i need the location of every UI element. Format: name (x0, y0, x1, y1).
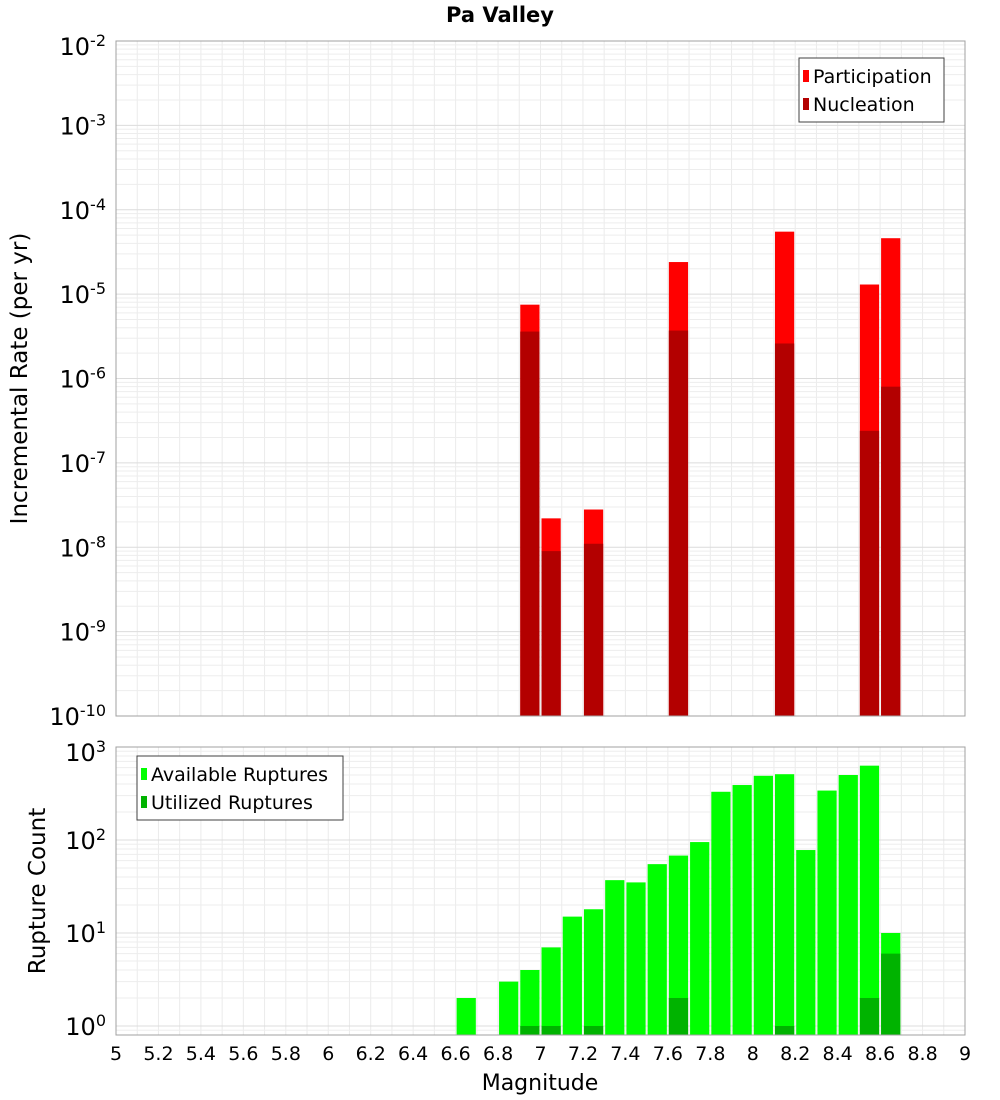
x-axis-label: Magnitude (482, 1071, 599, 1096)
bar (753, 775, 773, 1035)
bar (668, 997, 689, 1035)
bar (796, 850, 816, 1035)
bar (859, 997, 880, 1035)
x-tick-label: 5 (110, 1043, 122, 1065)
bar (605, 880, 625, 1035)
x-tick-label: 9 (959, 1043, 971, 1065)
x-tick-label: 6.6 (440, 1043, 470, 1065)
legend: Available Ruptures Utilized Ruptures (136, 755, 344, 821)
x-tick-label: 6.4 (398, 1043, 428, 1065)
bar (541, 947, 561, 1035)
plot-border (115, 746, 966, 1036)
legend-label: Utilized Ruptures (151, 792, 313, 814)
y-tick-label: 10-3 (60, 110, 107, 141)
x-tick-label: 6.2 (356, 1043, 386, 1065)
x-tick-label: 7.8 (695, 1043, 725, 1065)
bar (541, 1025, 561, 1035)
x-tick-label: 7.2 (568, 1043, 598, 1065)
bar (859, 765, 880, 1035)
x-tick-label: 7.6 (653, 1043, 683, 1065)
chart-title: Pa Valley (446, 3, 554, 27)
x-tick-label: 5.4 (186, 1043, 216, 1065)
x-tick-labels: 5 5.2 5.4 5.6 5.8 6 6.2 6.4 6.6 6.8 7 7.2 7.4 7.6 7.8 8… (110, 1043, 971, 1065)
x-tick-label: 5.6 (228, 1043, 258, 1065)
bar (690, 842, 710, 1035)
bar (774, 1025, 795, 1035)
x-tick-label: 5.8 (271, 1043, 301, 1065)
x-tick-label: 5.2 (143, 1043, 173, 1065)
y-axis-label: Rupture Count (25, 808, 51, 974)
bar (774, 774, 795, 1035)
bar (838, 774, 858, 1035)
x-tick-label: 8.8 (907, 1043, 937, 1065)
x-tick-label: 6 (322, 1043, 334, 1065)
bar (668, 330, 689, 716)
bar (668, 855, 689, 1035)
bar (520, 969, 540, 1035)
bar (520, 1025, 540, 1035)
x-tick-label: 6.8 (483, 1043, 513, 1065)
bar (817, 790, 837, 1035)
bar (541, 551, 561, 716)
legend-box (136, 755, 344, 821)
legend-swatch (141, 768, 147, 780)
y-axis-label: Incremental Rate (per yr) (7, 233, 33, 525)
bar (499, 981, 519, 1035)
legend-label: Available Ruptures (151, 764, 328, 786)
x-tick-label: 7.4 (610, 1043, 640, 1065)
bar (562, 916, 582, 1035)
x-tick-label: 8.6 (865, 1043, 895, 1065)
bar (583, 909, 604, 1035)
legend-label: Participation (813, 66, 932, 88)
y-tick-label: 10-10 (49, 701, 106, 732)
x-tick-label: 7 (534, 1043, 546, 1065)
bar (732, 785, 752, 1035)
legend-swatch (141, 796, 147, 808)
legend-swatch (803, 70, 809, 82)
bar (583, 543, 604, 716)
grid (115, 41, 966, 717)
x-tick-label: 8 (747, 1043, 759, 1065)
bar (859, 430, 880, 716)
bar (456, 997, 476, 1035)
x-tick-label: 8.4 (823, 1043, 853, 1065)
series-utilized-ruptures (520, 953, 901, 1035)
bar (711, 791, 731, 1035)
bar (881, 953, 901, 1035)
bar (583, 1025, 604, 1035)
bar (626, 882, 646, 1035)
series-nucleation (520, 330, 901, 716)
legend-swatch (803, 98, 809, 110)
bar (774, 343, 795, 716)
y-tick-label: 103 (65, 737, 106, 768)
x-tick-label: 8.2 (780, 1043, 810, 1065)
legend-box (798, 57, 945, 123)
legend-label: Nucleation (813, 94, 915, 116)
plot-border (115, 40, 966, 717)
bar (647, 864, 667, 1035)
legend: Participation Nucleation (798, 57, 945, 123)
bar (520, 331, 540, 716)
bar (881, 386, 901, 716)
